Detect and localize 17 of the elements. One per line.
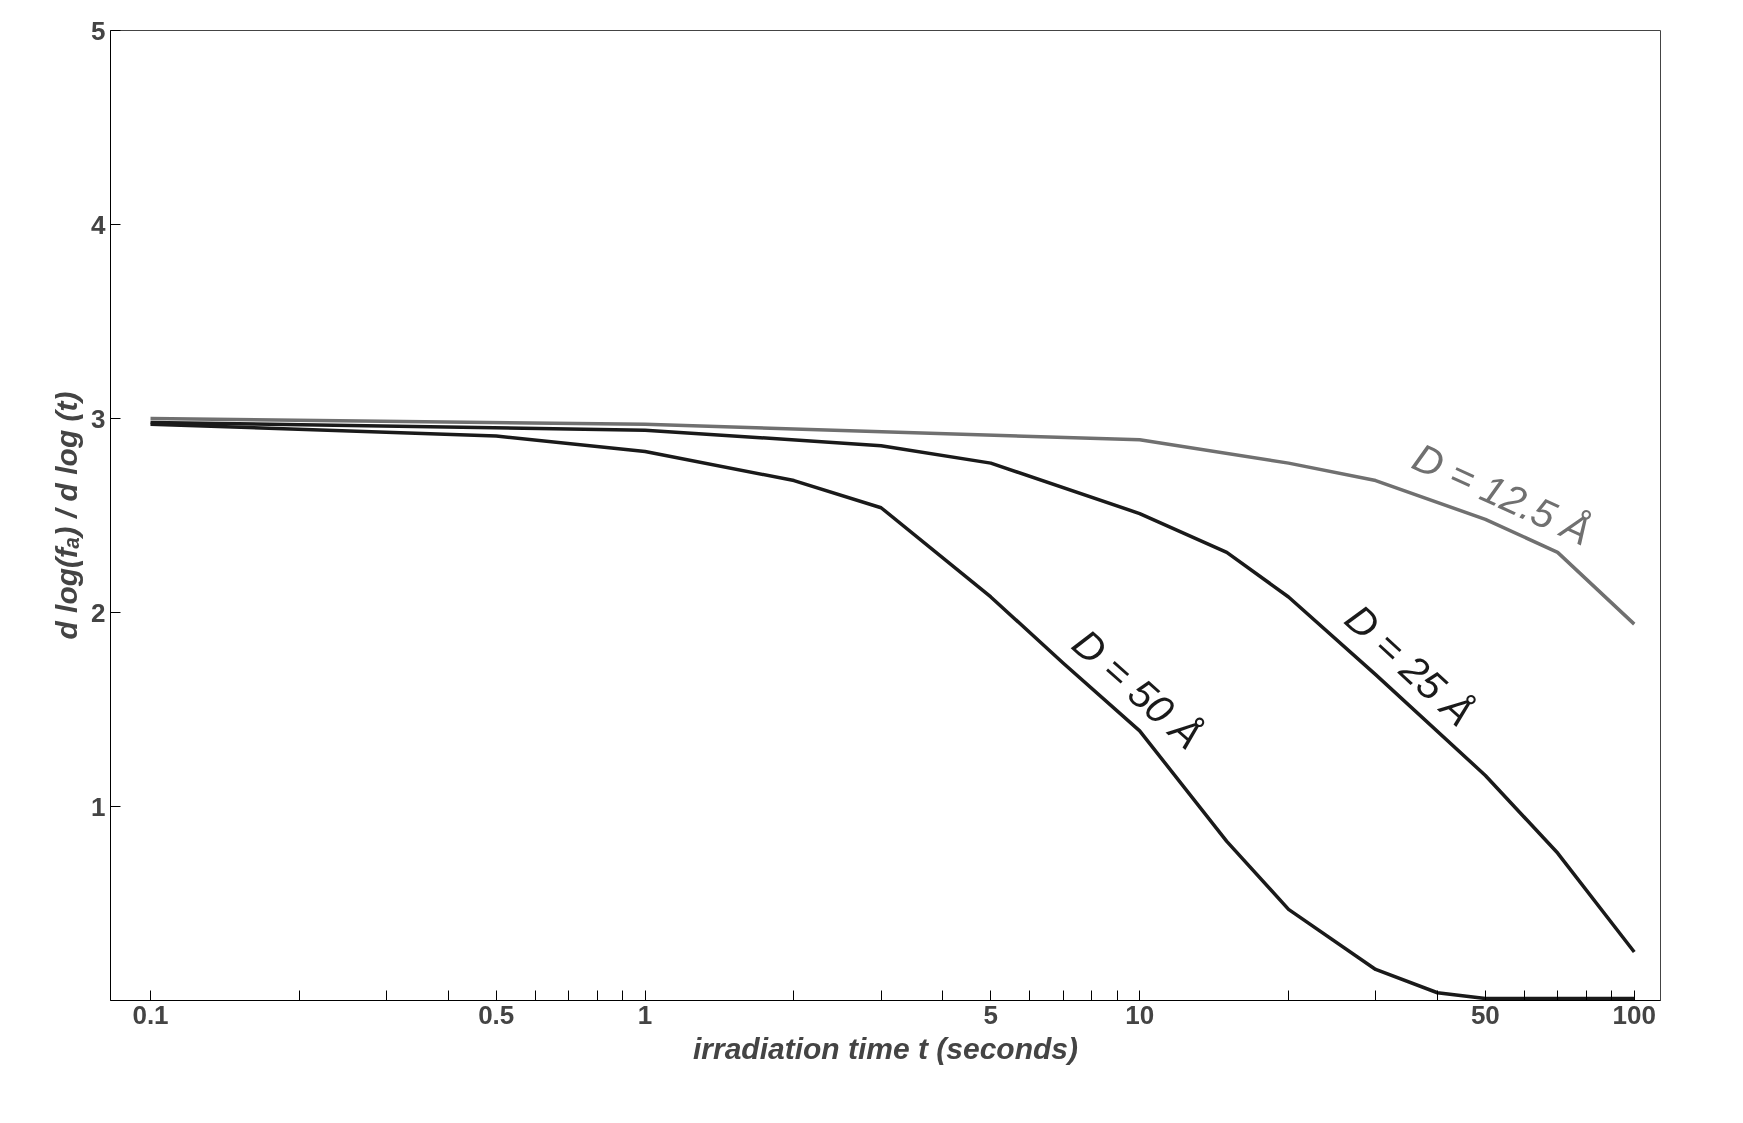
y-tick-label: 4: [91, 209, 107, 240]
x-tick-label: 50: [1470, 999, 1500, 1030]
x-tick-label: 0.5: [478, 999, 515, 1030]
y-tick-label: 5: [91, 15, 106, 46]
x-tick-label: 0.1: [132, 999, 169, 1030]
x-tick-label: 1: [637, 999, 653, 1030]
x-tick-label: 5: [983, 999, 999, 1030]
y-tick-label: 2: [91, 597, 106, 628]
y-axis-title: d log(fₐ) / d log (t): [50, 391, 84, 640]
y-tick-label: 3: [91, 403, 106, 434]
text: D = 12.5 Å: [1406, 434, 1598, 554]
text: D = 25 Å: [1337, 595, 1483, 735]
x-axis-title: irradiation time t (seconds): [692, 1031, 1079, 1065]
x-tick-label: 100: [1612, 999, 1656, 1030]
text: D = 50 Å: [1064, 620, 1211, 758]
y-tick-label: 1: [91, 791, 106, 822]
x-tick-label: 10: [1125, 999, 1155, 1030]
